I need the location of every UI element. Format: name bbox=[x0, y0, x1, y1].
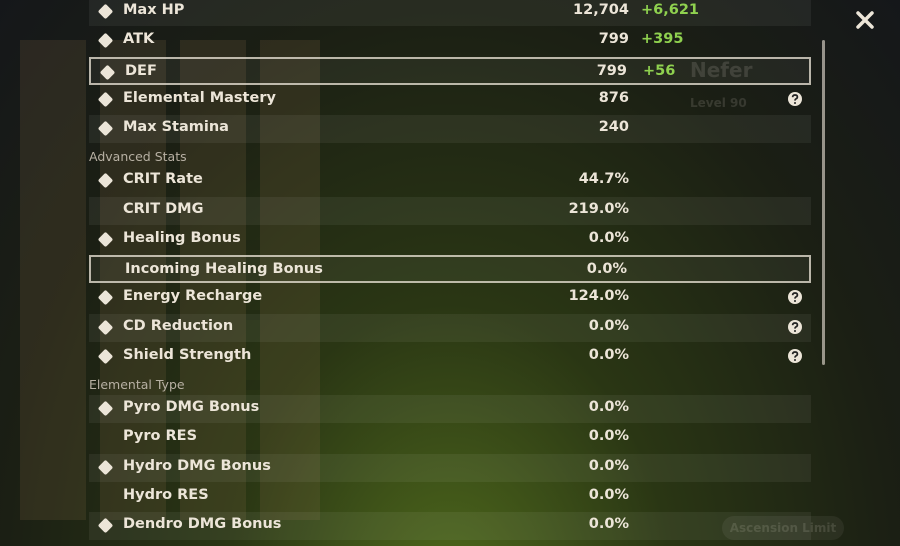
stat-value: 799 bbox=[598, 31, 629, 48]
stat-row[interactable]: Elemental Mastery 876 bbox=[89, 86, 811, 114]
stat-icon bbox=[97, 91, 114, 108]
stat-bonus: +56 bbox=[643, 62, 676, 79]
stat-value: 124.0% bbox=[568, 288, 629, 305]
stat-icon bbox=[97, 3, 114, 20]
section-heading: Advanced Stats bbox=[89, 149, 187, 165]
stat-row[interactable]: Hydro RES 0.0% bbox=[89, 483, 811, 511]
stat-row[interactable]: CRIT Rate 44.7% bbox=[89, 167, 811, 195]
stat-name: Incoming Healing Bonus bbox=[125, 261, 323, 278]
stat-value: 44.7% bbox=[578, 171, 629, 188]
stat-name: Max Stamina bbox=[123, 119, 229, 136]
stat-name: DEF bbox=[125, 62, 157, 79]
stat-name: CRIT DMG bbox=[123, 200, 204, 217]
stat-row[interactable]: Dendro DMG Bonus 0.0% bbox=[89, 512, 811, 541]
character-level: Level 90 bbox=[690, 96, 747, 110]
stat-icon bbox=[97, 517, 114, 534]
stat-row[interactable]: Shield Strength 0.0% bbox=[89, 343, 811, 371]
stat-name: Dendro DMG Bonus bbox=[123, 516, 282, 533]
stat-icon bbox=[97, 319, 114, 335]
scrollbar[interactable] bbox=[822, 40, 825, 365]
stat-value: 0.0% bbox=[588, 486, 629, 503]
ascension-button[interactable]: Ascension Limit bbox=[722, 516, 844, 540]
stat-row[interactable]: Pyro DMG Bonus 0.0% bbox=[89, 395, 811, 423]
help-button[interactable] bbox=[788, 319, 802, 334]
stat-name: CRIT Rate bbox=[123, 171, 203, 188]
stat-row[interactable]: Incoming Healing Bonus 0.0% bbox=[89, 255, 811, 284]
stat-value: 0.0% bbox=[588, 516, 629, 533]
stat-value: 0.0% bbox=[588, 428, 629, 445]
stat-row[interactable]: DEF 799 +56 bbox=[89, 56, 811, 85]
stat-icon bbox=[97, 120, 114, 137]
stat-value: 0.0% bbox=[588, 347, 629, 363]
stat-icon bbox=[97, 459, 114, 475]
character-name: Nefer bbox=[690, 58, 753, 82]
stat-icon bbox=[97, 231, 114, 248]
stat-row[interactable]: Healing Bonus 0.0% bbox=[89, 226, 811, 254]
help-button[interactable] bbox=[788, 349, 802, 363]
stat-name: Pyro RES bbox=[123, 428, 198, 445]
stat-name: Hydro RES bbox=[123, 486, 209, 503]
stat-value: 0.0% bbox=[588, 229, 629, 246]
stat-value: 0.0% bbox=[588, 399, 629, 415]
section-heading: Elemental Type bbox=[89, 377, 185, 392]
help-button[interactable] bbox=[788, 91, 802, 106]
help-button[interactable] bbox=[788, 290, 802, 305]
stat-name: ATK bbox=[123, 31, 155, 48]
stat-name: Shield Strength bbox=[123, 347, 252, 363]
stat-value: 240 bbox=[598, 119, 629, 136]
stat-row[interactable]: Energy Recharge 124.0% bbox=[89, 284, 811, 312]
stat-name: Healing Bonus bbox=[123, 229, 241, 246]
stat-name: Elemental Mastery bbox=[123, 89, 276, 106]
stat-row[interactable]: Max HP 12,704 +6,621 bbox=[89, 0, 811, 26]
stat-row[interactable]: CRIT DMG 219.0% bbox=[89, 196, 811, 225]
stat-icon bbox=[97, 290, 114, 306]
character-grid bbox=[20, 40, 320, 520]
stat-name: Max HP bbox=[123, 2, 185, 18]
stat-row[interactable]: Pyro RES 0.0% bbox=[89, 424, 811, 452]
stat-value: 0.0% bbox=[586, 261, 627, 278]
stat-row[interactable]: ATK 799 +395 bbox=[89, 27, 811, 55]
stat-value: 12,704 bbox=[573, 2, 629, 18]
stat-row[interactable]: CD Reduction 0.0% bbox=[89, 313, 811, 342]
stat-value: 0.0% bbox=[588, 457, 629, 474]
stat-value: 876 bbox=[598, 89, 629, 106]
stat-icon bbox=[97, 348, 114, 365]
stat-row[interactable]: Max Stamina 240 bbox=[89, 115, 811, 144]
stat-name: Hydro DMG Bonus bbox=[123, 457, 271, 474]
stat-icon bbox=[99, 64, 116, 80]
stat-name: Energy Recharge bbox=[123, 288, 263, 305]
stat-name: CD Reduction bbox=[123, 317, 234, 334]
stat-name: Pyro DMG Bonus bbox=[123, 399, 260, 415]
stat-bonus: +395 bbox=[641, 31, 684, 48]
stat-icon bbox=[97, 172, 114, 189]
stat-value: 0.0% bbox=[588, 317, 629, 334]
stat-value: 799 bbox=[596, 62, 627, 79]
stat-icon bbox=[97, 400, 114, 417]
stat-value: 219.0% bbox=[568, 200, 629, 217]
stat-row[interactable]: Hydro DMG Bonus 0.0% bbox=[89, 453, 811, 482]
stat-bonus: +6,621 bbox=[641, 2, 700, 18]
close-button[interactable] bbox=[855, 10, 875, 30]
stat-icon bbox=[97, 33, 114, 49]
